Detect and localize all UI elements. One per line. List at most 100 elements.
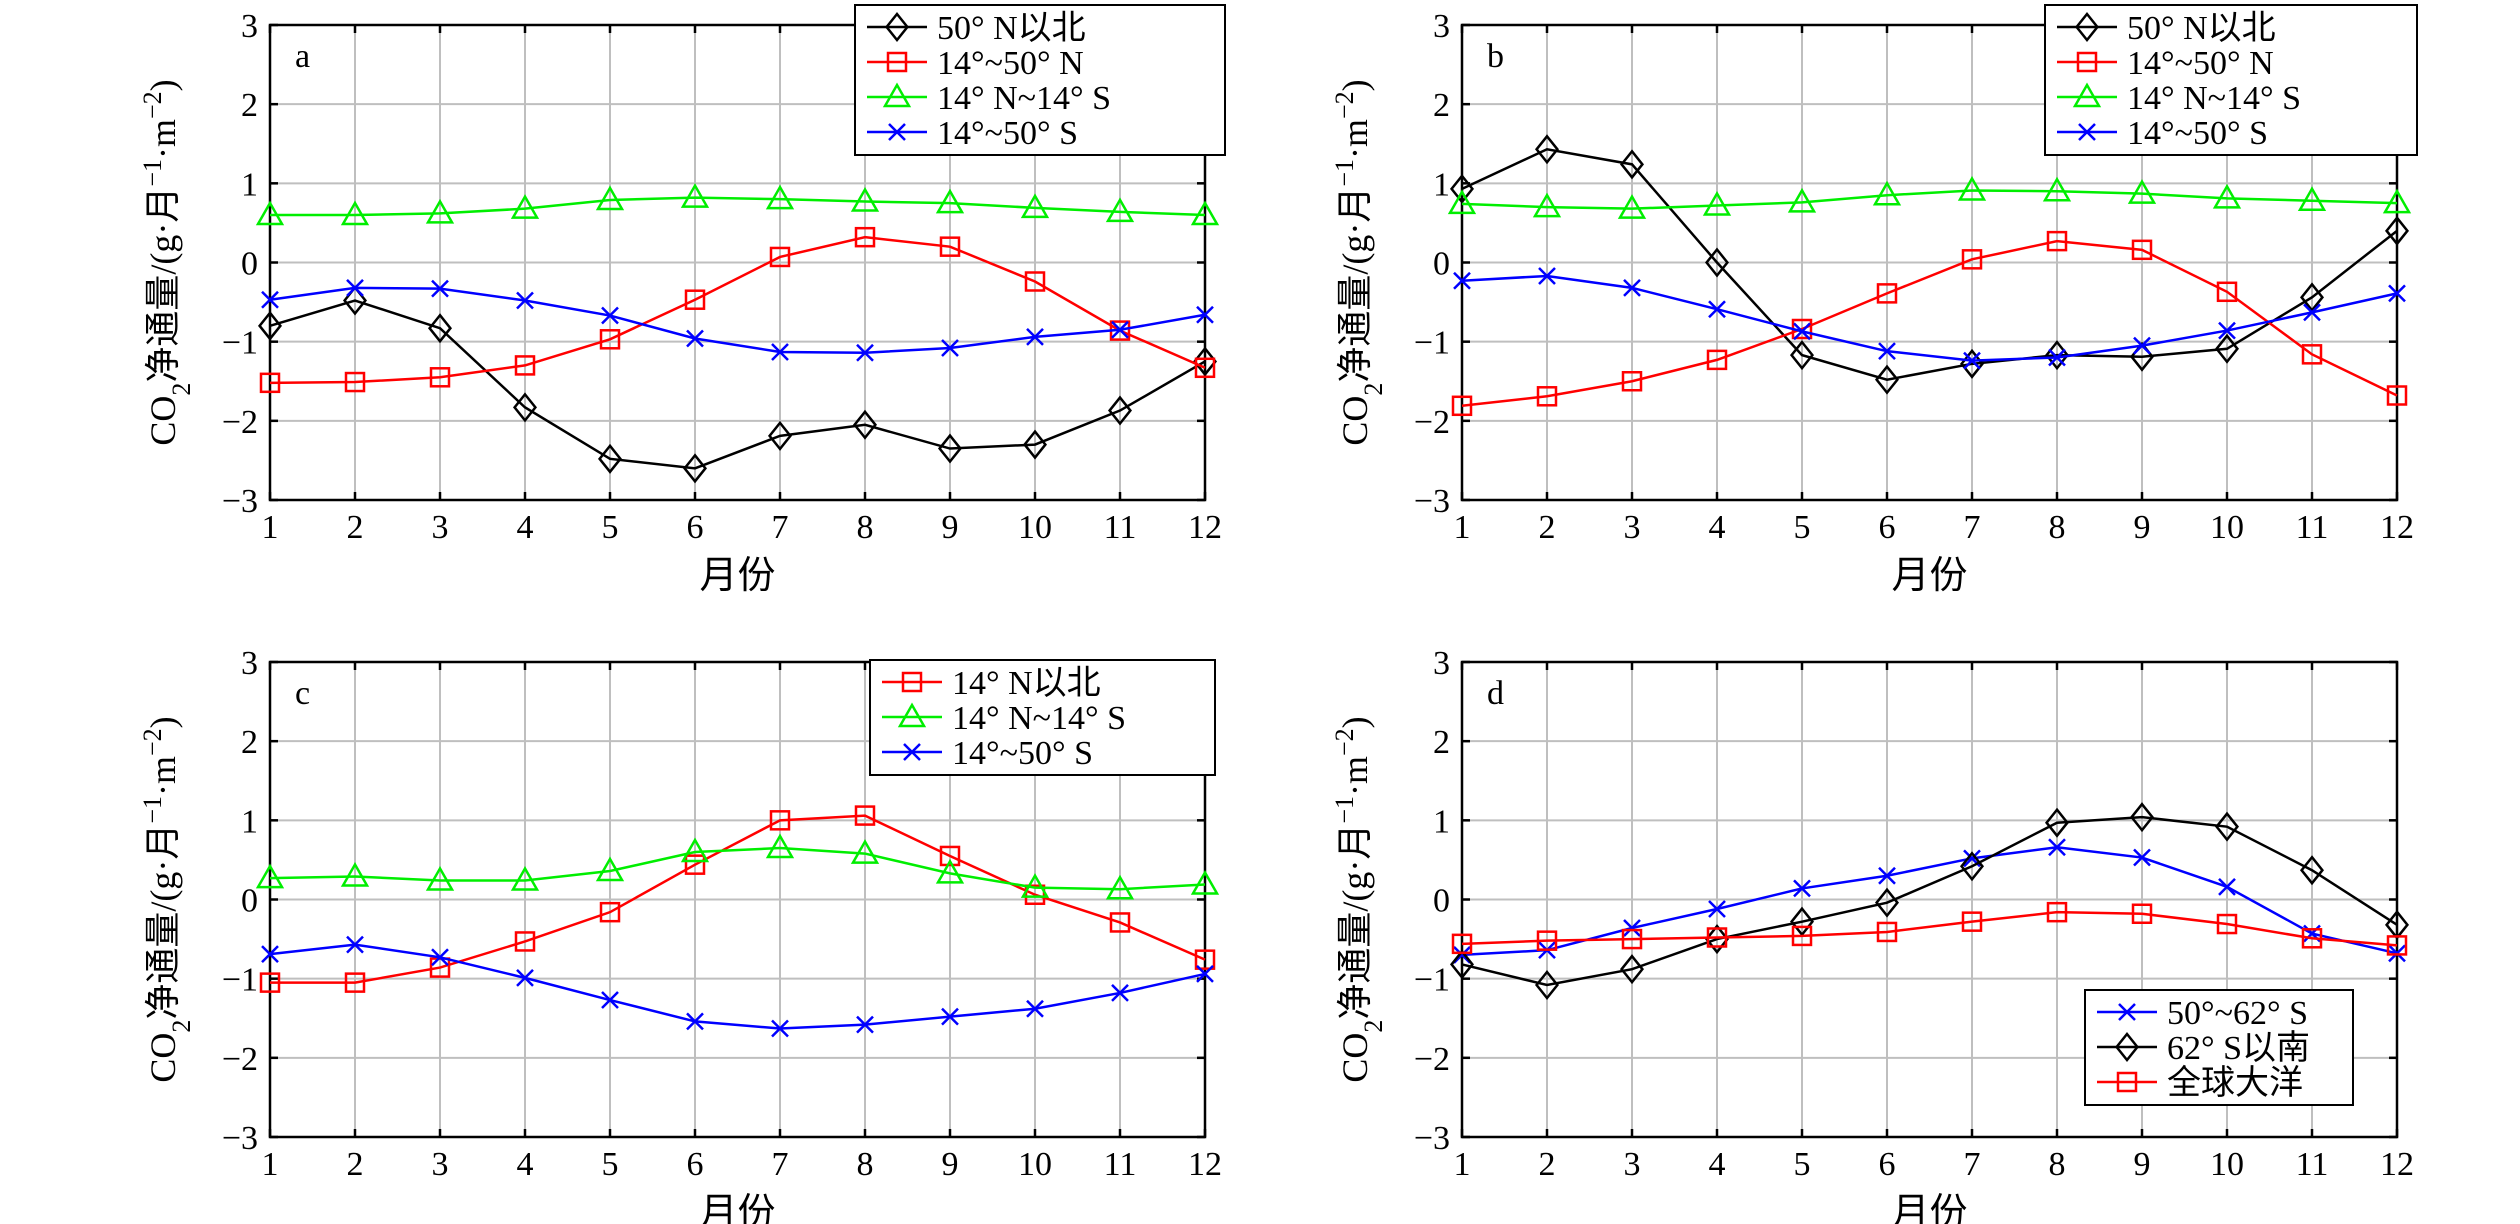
x-tick-label: 6	[687, 1146, 704, 1183]
data-point	[850, 187, 880, 212]
legend-marker	[2116, 1071, 2138, 1093]
data-point	[1876, 283, 1898, 304]
y-tick-label: 2	[241, 87, 258, 124]
data-point	[1706, 927, 1728, 948]
data-point	[939, 845, 961, 867]
x-tick-label: 9	[2134, 509, 2151, 546]
legend-entry: 50°~62° S	[2167, 995, 2308, 1032]
data-point	[261, 945, 279, 964]
data-point	[765, 184, 795, 210]
data-point	[1532, 192, 1562, 218]
x-tick-label: 1	[262, 1146, 279, 1183]
x-tick-label: 2	[347, 509, 364, 546]
series-0	[259, 805, 1216, 993]
chart-panel-b: 1 2 3 4 5 6 7 8 9 10 11 12−3−2−10123b月份CO2净通量/(g·月−…	[1330, 4, 2418, 597]
series-3	[261, 278, 1214, 362]
series-line	[269, 286, 1206, 355]
legend-marker	[882, 82, 912, 108]
y-tick-label: 0	[1433, 246, 1450, 283]
data-point	[2303, 303, 2321, 322]
x-axis-label: 月份	[1891, 555, 1967, 597]
x-tick-label: 2	[1539, 509, 1556, 546]
data-point	[431, 948, 449, 967]
data-point	[2212, 183, 2242, 209]
x-tick-label: 6	[1879, 1146, 1896, 1183]
x-tick-label: 11	[2296, 509, 2329, 546]
data-point	[1702, 190, 1732, 216]
y-tick-label: 1	[241, 803, 258, 840]
series-1	[255, 833, 1220, 900]
series-line	[269, 235, 1206, 385]
y-tick-label: 2	[241, 724, 258, 761]
data-point	[1621, 928, 1643, 950]
data-point	[595, 185, 625, 211]
y-tick-label: −2	[1414, 1041, 1450, 1078]
x-tick-label: 11	[2296, 1146, 2329, 1183]
data-point	[2133, 848, 2151, 867]
y-tick-label: 3	[1433, 645, 1450, 682]
data-point	[601, 991, 619, 1009]
series-line	[1461, 845, 2398, 957]
data-point	[1957, 175, 1987, 201]
data-point	[1536, 386, 1558, 407]
data-point	[1111, 984, 1129, 1002]
data-point	[856, 1015, 874, 1034]
data-point	[2218, 877, 2236, 896]
data-point	[2214, 811, 2240, 842]
data-point	[686, 329, 704, 348]
legend-marker	[884, 11, 910, 43]
data-point	[680, 183, 710, 208]
data-point	[340, 862, 370, 887]
data-point	[854, 805, 876, 826]
data-point	[2044, 807, 2070, 838]
x-tick-label: 4	[1709, 509, 1726, 546]
series-line	[1461, 274, 2398, 362]
legend-entry: 14° N~14° S	[2127, 80, 2301, 117]
x-axis-label: 月份	[699, 555, 775, 597]
data-point	[1961, 911, 1983, 932]
data-point	[510, 865, 540, 891]
legend-entry: 14°~50° S	[937, 115, 1078, 152]
data-point	[1534, 969, 1560, 1001]
data-point	[2046, 230, 2068, 252]
series-line	[1461, 910, 2398, 947]
x-axis-label: 月份	[699, 1192, 775, 1224]
data-point	[2297, 186, 2327, 211]
x-tick-label: 8	[857, 1146, 874, 1183]
legend-marker	[2078, 123, 2096, 141]
x-tick-label: 1	[1454, 1146, 1471, 1183]
data-point	[1878, 866, 1896, 885]
legend-entry: 50° N以北	[937, 10, 1086, 47]
data-point	[2384, 909, 2410, 940]
y-tick-label: −3	[222, 1120, 258, 1157]
data-point	[2384, 215, 2410, 246]
x-tick-label: 7	[772, 509, 789, 546]
y-tick-label: 0	[241, 246, 258, 283]
data-point	[1617, 194, 1647, 219]
data-point	[2216, 281, 2238, 303]
data-point	[939, 236, 961, 257]
x-tick-label: 6	[1879, 509, 1896, 546]
data-point	[1449, 949, 1475, 980]
data-point	[1619, 954, 1645, 985]
series-line	[269, 846, 1206, 891]
data-point	[2386, 385, 2408, 406]
data-point	[1024, 884, 1046, 905]
data-point	[1534, 134, 1560, 165]
series-line	[270, 814, 1206, 984]
data-point	[2046, 901, 2068, 923]
chart-panel-d: 1 2 3 4 5 6 7 8 9 10 11 12−3−2−10123d月份CO2净通量/(g·月−…	[1330, 645, 2415, 1224]
data-point	[682, 453, 708, 484]
data-point	[771, 343, 789, 361]
data-point	[1026, 328, 1044, 346]
legend-entry: 14°~50° N	[937, 45, 1084, 82]
data-point	[2301, 928, 2323, 949]
panel-letter: c	[295, 675, 310, 712]
y-tick-label: −3	[1414, 483, 1450, 520]
x-tick-label: 5	[1794, 509, 1811, 546]
x-tick-label: 6	[687, 509, 704, 546]
data-point	[1878, 342, 1896, 361]
x-tick-label: 7	[1964, 509, 1981, 546]
x-tick-label: 3	[432, 509, 449, 546]
data-point	[516, 291, 534, 310]
